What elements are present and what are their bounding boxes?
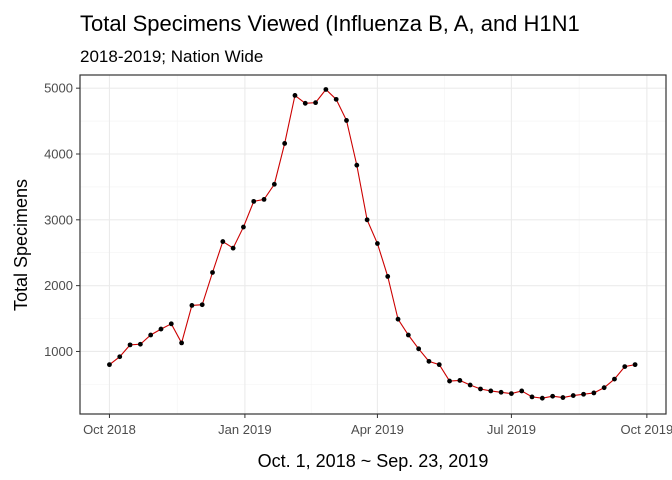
data-point [107,362,112,368]
x-tick-label: Oct 2019 [620,422,672,437]
data-point [529,394,535,400]
data-point [375,241,380,246]
data-point [591,390,597,396]
data-point [539,395,545,401]
data-point [581,391,586,397]
data-point [550,393,556,399]
data-point [282,141,288,146]
data-point [426,358,432,364]
data-point [199,302,205,308]
series-line [109,88,636,399]
data-point [478,386,483,392]
data-point [632,362,638,368]
x-tick-label: Apr 2019 [351,422,404,437]
y-axis-title: Total Specimens [11,179,31,311]
data-point [127,342,133,348]
grid [80,75,666,414]
data-point [601,385,607,391]
data-point [230,245,236,251]
data-point [364,217,370,223]
data-point [333,96,339,102]
data-point [509,391,514,396]
y-tick-label: 1000 [44,344,73,359]
data-point [457,378,463,383]
x-tick-label: Jan 2019 [218,422,272,437]
data-point [467,382,473,388]
data-point [323,87,329,92]
axis-ticks [76,87,648,418]
y-tick-label: 4000 [44,146,73,161]
data-point [488,388,494,394]
data-line [109,88,636,399]
data-point [189,302,195,308]
x-tick-label: Jul 2019 [487,422,536,437]
data-point [560,395,566,400]
data-point [148,332,154,338]
data-point [210,270,215,275]
data-point [168,321,174,327]
tick-labels: 1000 2000 3000 4000 5000 Oct 2018 Jan 2019 Apr … [44,81,672,437]
data-point [158,326,164,332]
data-point [313,100,318,106]
data-point [416,346,422,352]
x-tick-label: Oct 2018 [83,422,136,437]
data-point [302,100,308,106]
data-point [179,340,184,346]
data-point [137,341,143,347]
data-point [354,162,360,168]
y-tick-label: 5000 [44,81,73,96]
panel-border [79,74,667,415]
data-point [251,198,257,204]
x-axis-title: Oct. 1, 2018 ~ Sep. 23, 2019 [258,451,489,471]
y-tick-label: 2000 [44,278,73,293]
data-point [271,181,277,187]
data-point [570,393,576,398]
data-point [405,332,411,338]
data-point [436,362,442,368]
data-point [241,224,246,230]
data-point [622,364,628,370]
data-point [220,239,226,244]
data-point [519,388,525,394]
data-point [385,274,391,279]
data-points [107,87,638,401]
data-point [498,389,504,395]
data-point [344,118,349,123]
data-point [447,378,452,384]
data-point [395,316,401,322]
data-point [612,376,617,382]
chart-subtitle: 2018-2019; Nation Wide [80,47,263,66]
data-point [117,354,123,360]
chart-title: Total Specimens Viewed (Influenza B, A, … [80,11,580,36]
data-point [292,93,298,98]
data-point [261,197,267,202]
y-tick-label: 3000 [44,212,73,227]
